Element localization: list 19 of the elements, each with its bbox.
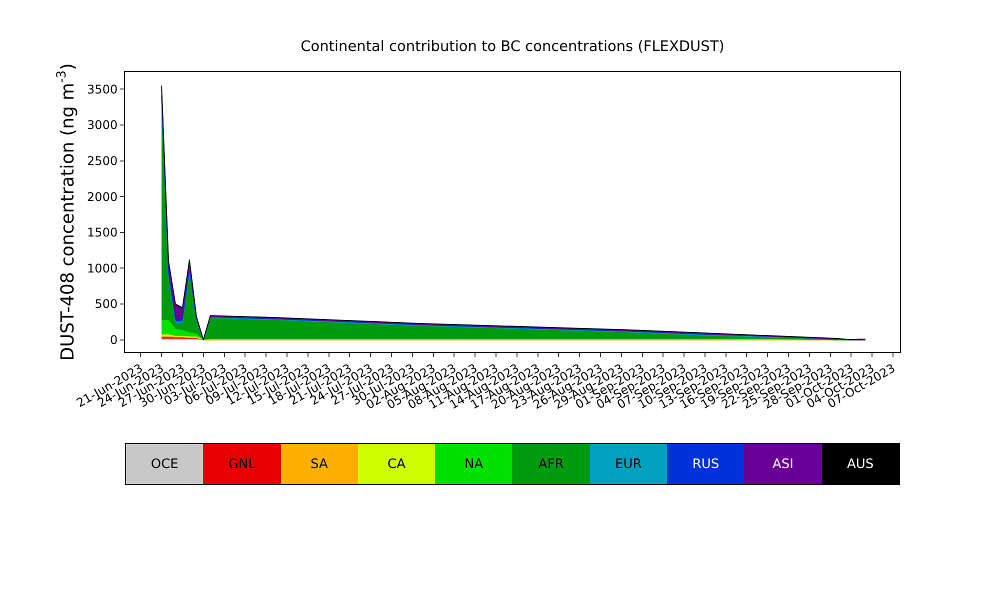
y-tick-label: 500 [94, 297, 118, 312]
text: NA [435, 444, 512, 484]
text: CA [358, 444, 436, 484]
y-tick-label: 3000 [87, 118, 118, 132]
y-tick-label: 0 [110, 333, 118, 348]
y-tick-label: 2500 [87, 154, 118, 168]
text: AUS [822, 444, 899, 484]
text: ASI [744, 444, 822, 484]
text: EUR [590, 444, 668, 484]
text: GNL [203, 444, 281, 484]
text: OCE [126, 444, 204, 484]
chart-title: Continental contribution to BC concentrations (FLEXDUST) [300, 39, 724, 55]
y-tick-label: 1500 [87, 226, 118, 240]
text: SA [280, 444, 358, 484]
y-tick-label: 3500 [87, 82, 118, 96]
text: AFR [512, 444, 590, 484]
y-tick-label: 2000 [87, 190, 118, 204]
text: RUS [667, 444, 744, 484]
y-tick-label: 1000 [87, 261, 118, 276]
